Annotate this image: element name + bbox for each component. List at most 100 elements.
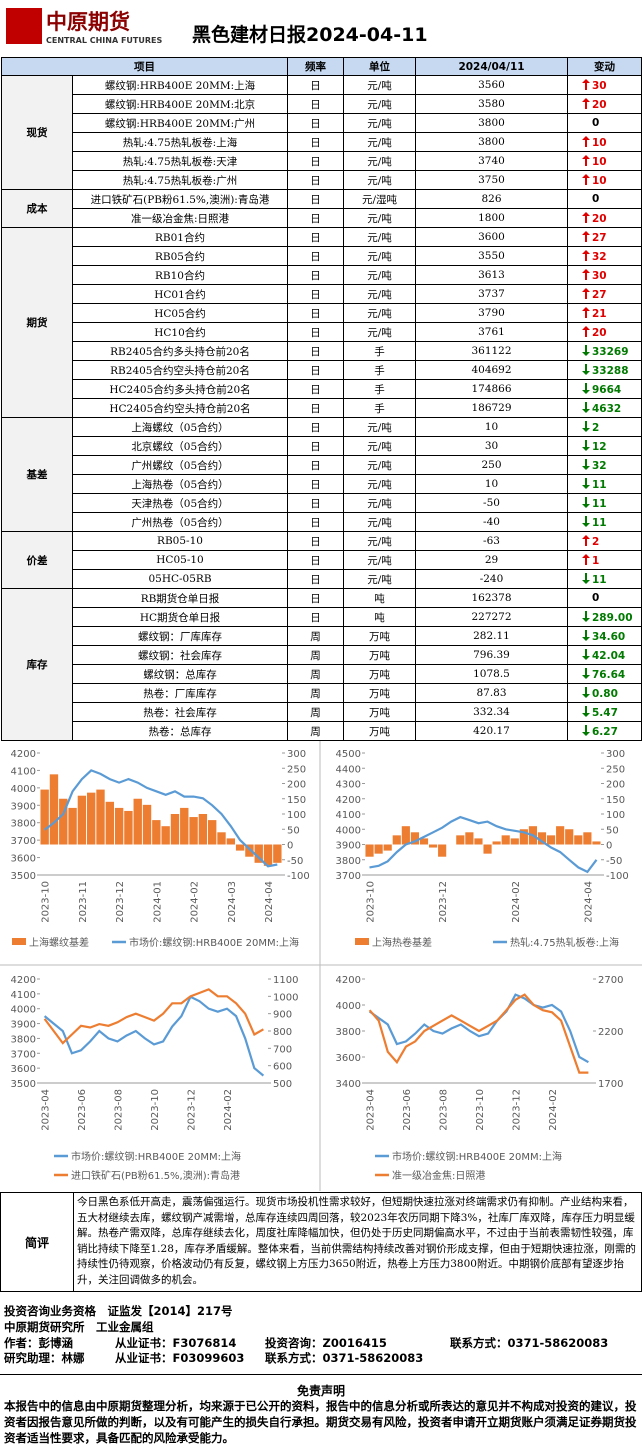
cell: HC01合约 <box>72 284 288 304</box>
change-value: 9664 <box>592 383 622 396</box>
table-row: HC期货仓单日报日吨 227272 289.00 <box>2 607 642 627</box>
cell: 广州热卷（05合约） <box>72 512 288 532</box>
report-title: 黑色建材日报2024-04-11 <box>192 24 428 46</box>
y2-tick-label: 0 <box>287 841 293 852</box>
table-row: HC2405合约空头持仓前20名日手 186729 4632 <box>2 398 642 418</box>
y2-tick-label: 100 <box>287 810 306 821</box>
cell: 日 <box>287 436 344 456</box>
header-row: 项目 频率 单位 2024/04/11 变动 <box>1 57 642 76</box>
x-tick-label: 2024-02 <box>223 1089 234 1131</box>
cell: 元/吨 <box>343 246 416 266</box>
y-tick-label: 4200 <box>11 749 36 760</box>
cell: 332.34 <box>415 702 568 722</box>
arrow-shape <box>582 496 590 508</box>
trend-arrow <box>582 135 590 147</box>
table-row: 热卷：社会库存周万吨 332.34 5.47 <box>2 702 642 722</box>
cell: 螺纹钢:HRB400E 20MM:北京 <box>72 94 288 114</box>
y-tick-label: 3800 <box>336 1027 361 1038</box>
cell: 3740 <box>415 151 568 171</box>
x-tick-label: 2023-12 <box>511 1089 522 1131</box>
change-cell: 27 <box>567 227 642 247</box>
cell: 10 <box>415 474 568 494</box>
trend-arrow <box>582 610 590 622</box>
y-tick-label: 3900 <box>11 801 36 812</box>
trend-arrow <box>582 648 590 660</box>
cell: 日 <box>287 455 344 475</box>
change-cell: 0 <box>567 588 642 608</box>
change-value: 42.04 <box>592 649 626 662</box>
bar <box>114 807 124 845</box>
bar <box>124 810 133 845</box>
legend-label: 市场价:螺纹钢:HRB400E 20MM:上海 <box>71 1150 241 1163</box>
change-cell: 289.00 <box>567 607 642 627</box>
bar <box>68 807 77 845</box>
arrow-shape <box>582 572 590 584</box>
arrow-shape <box>582 135 590 147</box>
cell: 日 <box>287 493 344 513</box>
y2-tick-label: 150 <box>287 795 306 806</box>
bar <box>438 844 447 857</box>
y2-tick-label: -100 <box>606 871 629 882</box>
cell: 日 <box>287 151 344 171</box>
cell: -40 <box>415 512 568 532</box>
y2-tick-label: 250 <box>287 764 306 775</box>
arrow-shape <box>582 78 590 90</box>
arrow-shape <box>582 230 590 242</box>
bar <box>161 826 170 845</box>
y2-tick-label: 1000 <box>273 992 298 1003</box>
change-value: 0.80 <box>592 687 618 700</box>
cell: 3600 <box>415 227 568 247</box>
bar <box>365 844 374 857</box>
change-cell: 30 <box>567 75 642 95</box>
table-row: 螺纹钢：社会库存周万吨 796.39 42.04 <box>2 645 642 665</box>
cell: 3761 <box>415 322 568 342</box>
table-row: 热轧:4.75热轧板卷:广州日元/吨 3750 10 <box>2 170 642 190</box>
logo-en: CENTRAL CHINA FUTURES <box>46 36 163 45</box>
cell: 日 <box>287 607 344 627</box>
line-series <box>44 769 278 868</box>
trend-arrow <box>582 439 590 451</box>
cell: 热轧:4.75热轧板卷:广州 <box>72 170 288 190</box>
y2-tick-label: 50 <box>287 825 300 836</box>
cell: 元/湿吨 <box>343 189 416 209</box>
arrow-shape <box>582 401 590 413</box>
bar <box>592 841 601 845</box>
cell: 周 <box>287 664 344 684</box>
cell: 手 <box>343 360 416 380</box>
arrow-shape <box>582 477 590 489</box>
cell: 日 <box>287 512 344 532</box>
change-value: 0 <box>592 193 600 205</box>
cell: 日 <box>287 170 344 190</box>
chart-panel: 3500 3600 3700 3800 3900 4000 4100 4200 500 600 70… <box>11 975 299 1182</box>
change-cell: 21 <box>567 303 642 323</box>
line-series <box>43 988 264 1045</box>
cell: 周 <box>287 645 344 665</box>
change-cell: 0.80 <box>567 683 642 703</box>
table-row: 热轧:4.75热轧板卷:上海日元/吨 3800 10 <box>2 132 642 152</box>
arrow-shape <box>582 458 590 470</box>
cell: 日 <box>287 208 344 228</box>
cell: 3560 <box>415 75 568 95</box>
arrow-shape <box>582 363 590 375</box>
change-value: 27 <box>592 231 607 244</box>
cell: 元/吨 <box>343 170 416 190</box>
cell: HC2405合约多头持仓前20名 <box>72 379 288 399</box>
cell: 1078.5 <box>415 664 568 684</box>
table-row: HC01合约日元/吨 3737 27 <box>2 284 642 304</box>
cell: 元/吨 <box>343 151 416 171</box>
header-cell: 单位 <box>343 57 416 76</box>
change-cell: 2 <box>567 531 642 551</box>
cell: 上海螺纹（05合约） <box>72 417 288 437</box>
author-advice: 投资咨询：Z0016415 <box>265 1336 387 1350</box>
y-tick-label: 3900 <box>336 841 361 852</box>
cell: 420.17 <box>415 721 568 741</box>
y-tick-label: 3600 <box>11 854 36 865</box>
cell: -63 <box>415 531 568 551</box>
trend-arrow <box>582 686 590 698</box>
cell: 日 <box>287 360 344 380</box>
disclaimer-title: 免责声明 <box>296 1384 345 1398</box>
table-row: 热轧:4.75热轧板卷:天津日元/吨 3740 10 <box>2 151 642 171</box>
cell: 日 <box>287 189 344 209</box>
cell: 螺纹钢：厂库库存 <box>72 626 288 646</box>
trend-arrow <box>582 705 590 717</box>
